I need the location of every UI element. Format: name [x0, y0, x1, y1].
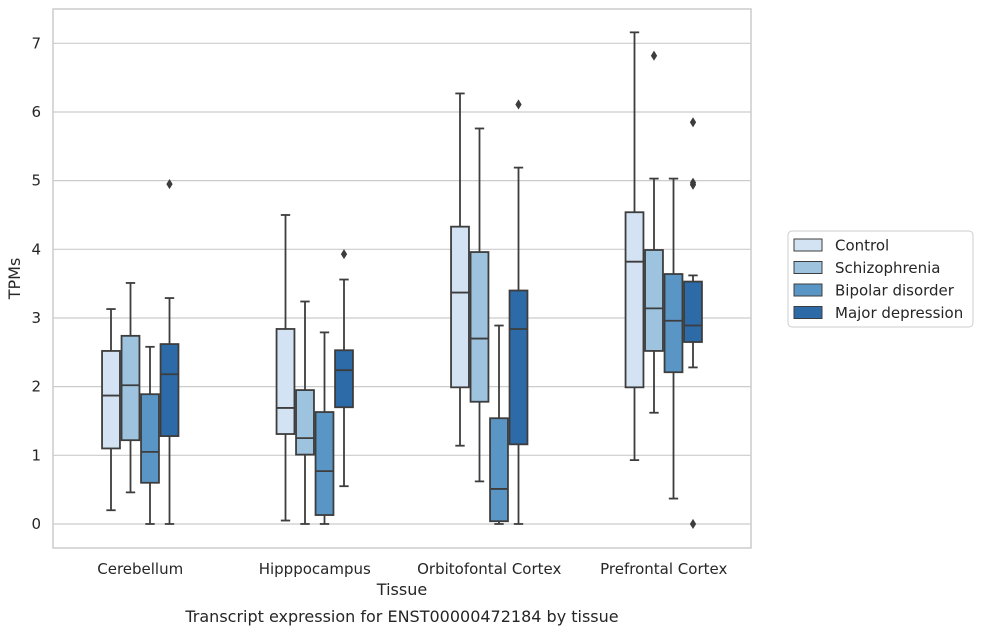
x-tick-label: Hipppocampus	[259, 560, 371, 578]
box-major-depression-orbitofontal-cortex	[508, 99, 529, 525]
y-axis-label: TPMs	[5, 258, 24, 301]
box-bipolar-disorder-prefrontal-cortex	[663, 177, 684, 500]
outlier-point	[689, 179, 697, 190]
box-iqr	[663, 273, 684, 374]
box-schizophrenia-prefrontal-cortex	[644, 50, 664, 414]
legend-swatch	[793, 283, 823, 297]
box-iqr	[101, 350, 121, 450]
legend-item: Bipolar disorder	[793, 282, 955, 300]
legend-label: Major depression	[835, 304, 963, 322]
box-iqr	[489, 417, 509, 523]
y-tick-label: 2	[31, 378, 41, 396]
y-tick-labels: 0 1 2 3 4 5 6 7	[31, 34, 41, 533]
box-major-depression-prefrontal-cortex	[683, 117, 703, 530]
legend-item: Schizophrenia	[793, 259, 940, 277]
legend-swatch	[793, 238, 823, 252]
x-tick-label: Orbitofontal Cortex	[417, 560, 561, 578]
x-tick-labels: Cerebellum Hipppocampus Orbitofontal Corte…	[97, 560, 727, 578]
chart-caption: Transcript expression for ENST0000047218…	[184, 607, 618, 626]
outlier-point	[689, 518, 697, 530]
box-iqr	[120, 334, 141, 442]
outlier-point	[515, 99, 522, 110]
box-iqr	[469, 251, 490, 403]
y-tick-label: 4	[31, 240, 41, 258]
box-control-prefrontal-cortex	[624, 31, 645, 462]
box-iqr	[624, 211, 645, 389]
legend-label: Bipolar disorder	[835, 282, 955, 300]
legend-item: Control	[793, 237, 889, 255]
outlier-point	[689, 117, 697, 128]
y-tick-label: 6	[31, 103, 41, 121]
box-iqr	[508, 289, 529, 446]
box-iqr	[683, 280, 703, 343]
plot-frame	[52, 8, 752, 549]
y-tick-label: 7	[31, 34, 41, 52]
box-major-depression-hipppocampus	[334, 249, 354, 488]
box-bipolar-disorder-cerebellum	[140, 345, 160, 525]
box-iqr	[275, 328, 296, 435]
box-schizophrenia-orbitofontal-cortex	[469, 127, 490, 483]
box-major-depression-cerebellum	[159, 179, 180, 525]
y-tick-label: 1	[31, 446, 41, 464]
y-tick-label: 3	[31, 309, 41, 327]
box-iqr	[334, 349, 354, 409]
x-tick-label: Prefrontal Cortex	[600, 560, 727, 578]
box-bipolar-disorder-orbitofontal-cortex	[489, 324, 509, 525]
legend-swatch	[793, 261, 823, 274]
box-schizophrenia-hipppocampus	[295, 300, 315, 525]
outlier-point	[166, 179, 173, 190]
y-tick-label: 0	[31, 515, 41, 533]
outlier-point	[650, 50, 658, 61]
outlier-point	[340, 249, 348, 260]
x-tick-label: Cerebellum	[97, 560, 183, 578]
x-axis-label: Tissue	[376, 580, 427, 599]
box-control-orbitofontal-cortex	[450, 92, 470, 447]
box-plot-area	[101, 31, 703, 530]
box-iqr	[140, 393, 160, 484]
box-iqr	[159, 343, 180, 437]
box-bipolar-disorder-hipppocampus	[314, 331, 335, 525]
box-schizophrenia-cerebellum	[120, 282, 141, 494]
legend-frame	[787, 230, 974, 328]
y-tick-label: 5	[31, 172, 41, 190]
legend-label: Schizophrenia	[835, 259, 940, 277]
legend-item: Major depression	[793, 304, 963, 322]
box-iqr	[644, 249, 664, 352]
box-iqr	[295, 389, 315, 456]
box-control-cerebellum	[101, 308, 121, 512]
legend-swatch	[793, 306, 823, 319]
box-iqr	[314, 411, 335, 516]
legend: Control Schizophrenia Bipolar disorder Majo…	[787, 230, 974, 328]
box-control-hipppocampus	[275, 214, 296, 522]
legend-label: Control	[835, 237, 889, 255]
box-iqr	[450, 225, 470, 389]
